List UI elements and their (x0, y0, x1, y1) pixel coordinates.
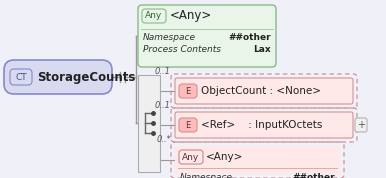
Text: ##other: ##other (229, 33, 271, 43)
Text: ObjectCount : <None>: ObjectCount : <None> (201, 86, 321, 96)
Text: Any: Any (146, 12, 163, 20)
FancyBboxPatch shape (355, 118, 367, 132)
FancyBboxPatch shape (179, 150, 203, 164)
Text: 0..1: 0..1 (155, 67, 171, 76)
FancyBboxPatch shape (175, 146, 340, 174)
Text: Namespace: Namespace (143, 33, 196, 43)
Text: <Ref>    : InputKOctets: <Ref> : InputKOctets (201, 120, 322, 130)
FancyBboxPatch shape (175, 78, 353, 104)
Text: 0..*: 0..* (156, 135, 171, 144)
Text: <Any>: <Any> (170, 9, 212, 22)
Text: +: + (357, 120, 365, 130)
Text: CT: CT (15, 72, 27, 82)
Bar (138, 75, 160, 172)
Text: E: E (185, 87, 191, 96)
FancyBboxPatch shape (175, 112, 353, 138)
Text: StorageCounts: StorageCounts (37, 70, 135, 83)
Text: <Any>: <Any> (206, 152, 244, 162)
FancyBboxPatch shape (138, 5, 276, 67)
FancyBboxPatch shape (10, 69, 32, 85)
FancyBboxPatch shape (179, 118, 197, 132)
FancyBboxPatch shape (4, 60, 112, 94)
Text: Lax: Lax (253, 46, 271, 54)
Text: Process Contents: Process Contents (143, 46, 221, 54)
Text: 0..1: 0..1 (155, 101, 171, 110)
Text: Any: Any (182, 153, 200, 161)
Text: E: E (185, 121, 191, 130)
Text: Namespace: Namespace (180, 172, 233, 178)
Text: ##other: ##other (292, 172, 335, 178)
FancyBboxPatch shape (142, 9, 166, 23)
FancyBboxPatch shape (179, 84, 197, 98)
